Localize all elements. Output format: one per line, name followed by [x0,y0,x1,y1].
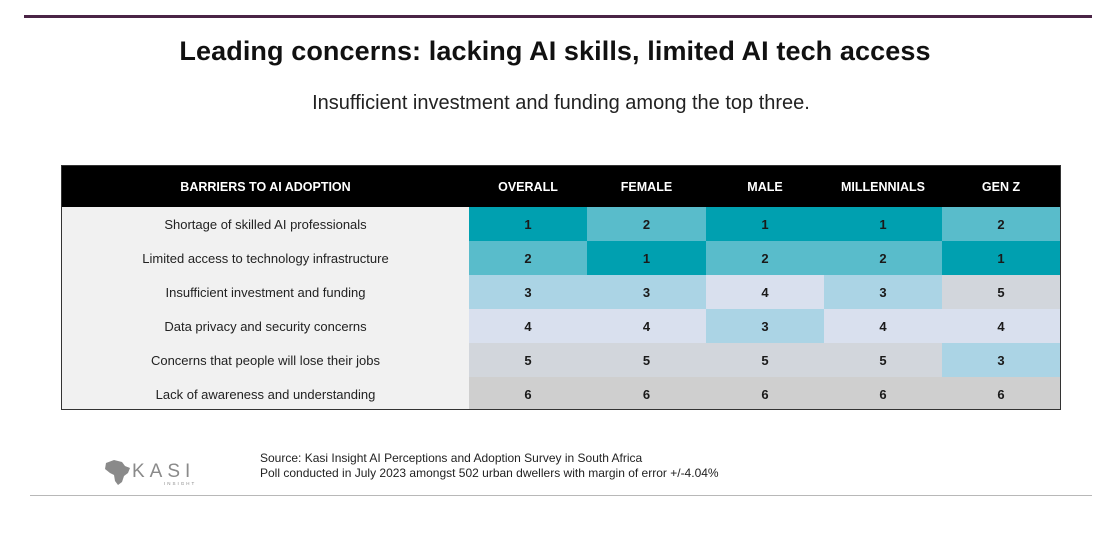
top-divider [24,15,1092,18]
rank-cell-gen-z: 2 [942,207,1060,241]
ranking-table: BARRIERS TO AI ADOPTION OVERALL FEMALE M… [61,165,1061,410]
page-title: Leading concerns: lacking AI skills, lim… [179,36,931,66]
barrier-label: Lack of awareness and understanding [62,377,469,409]
header-millennials: MILLENNIALS [824,166,942,207]
rank-cell-overall: 1 [469,207,587,241]
table-header-row: BARRIERS TO AI ADOPTION OVERALL FEMALE M… [62,166,1060,207]
rank-cell-overall: 2 [469,241,587,275]
rank-cell-female: 1 [587,241,706,275]
kasi-insight-logo: KASI INSIGHT [105,460,196,486]
rank-cell-overall: 3 [469,275,587,309]
table-row: Shortage of skilled AI professionals 1 2 1 1… [62,207,1060,241]
header-barriers: BARRIERS TO AI ADOPTION [62,166,469,207]
rank-cell-male: 5 [706,343,824,377]
header-overall: OVERALL [469,166,587,207]
rank-cell-overall: 6 [469,377,587,409]
rank-cell-gen-z: 3 [942,343,1060,377]
source-note: Source: Kasi Insight AI Perceptions and … [260,451,719,481]
africa-map-icon [105,460,130,485]
table-row: Insufficient investment and funding 3 3 4 3 5 [62,275,1060,309]
rank-cell-female: 2 [587,207,706,241]
header-gen-z: GEN Z [942,166,1060,207]
barrier-label: Shortage of skilled AI professionals [62,207,469,241]
rank-cell-millennials: 2 [824,241,942,275]
table-row: Lack of awareness and understanding 6 6 6 6 6 [62,377,1060,409]
table-row: Data privacy and security concerns 4 4 3 4 4 [62,309,1060,343]
rank-cell-female: 3 [587,275,706,309]
barrier-label: Insufficient investment and funding [62,275,469,309]
rank-cell-gen-z: 4 [942,309,1060,343]
header-male: MALE [706,166,824,207]
rank-cell-millennials: 1 [824,207,942,241]
rank-cell-male: 1 [706,207,824,241]
source-line-2: Poll conducted in July 2023 amongst 502 … [260,466,719,480]
logo-subtext: INSIGHT [164,481,196,486]
rank-cell-millennials: 3 [824,275,942,309]
rank-cell-female: 4 [587,309,706,343]
rank-cell-male: 3 [706,309,824,343]
barrier-label: Limited access to technology infrastruct… [62,241,469,275]
header-female: FEMALE [587,166,706,207]
rank-cell-male: 6 [706,377,824,409]
table-row: Limited access to technology infrastruct… [62,241,1060,275]
rank-cell-millennials: 4 [824,309,942,343]
page-subtitle: Insufficient investment and funding amon… [312,92,810,114]
logo-wordmark: KASI [132,461,195,482]
source-line-1: Source: Kasi Insight AI Perceptions and … [260,451,643,465]
bottom-divider [30,495,1092,496]
rank-cell-gen-z: 6 [942,377,1060,409]
rank-cell-female: 6 [587,377,706,409]
rank-cell-overall: 4 [469,309,587,343]
barrier-label: Data privacy and security concerns [62,309,469,343]
rank-cell-male: 2 [706,241,824,275]
table-row: Concerns that people will lose their job… [62,343,1060,377]
rank-cell-millennials: 5 [824,343,942,377]
rank-cell-gen-z: 5 [942,275,1060,309]
rank-cell-female: 5 [587,343,706,377]
rank-cell-overall: 5 [469,343,587,377]
rank-cell-gen-z: 1 [942,241,1060,275]
rank-cell-millennials: 6 [824,377,942,409]
barrier-label: Concerns that people will lose their job… [62,343,469,377]
rank-cell-male: 4 [706,275,824,309]
